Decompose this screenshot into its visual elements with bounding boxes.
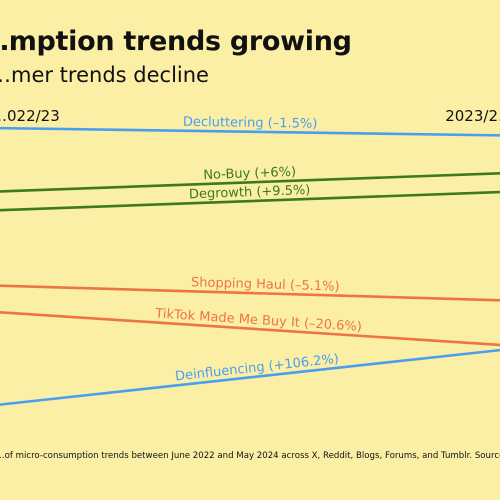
series-line-deinfluencing-106-2 (0, 348, 500, 406)
series-label-decluttering-1-5: Decluttering (–1.5%) (183, 115, 318, 132)
series-label-no-buy-6: No-Buy (+6%) (203, 165, 296, 183)
series-line-decluttering-1-5 (0, 126, 500, 137)
series-label-tiktok-made-me-buy-it-20-6: TikTok Made Me Buy It (–20.6%) (154, 306, 362, 335)
series-label-degrowth-9-5: Degrowth (+9.5%) (189, 183, 311, 202)
period-label-1: 2023/2… (445, 107, 500, 125)
series-label-shopping-haul-5-1: Shopping Haul (–5.1%) (191, 275, 340, 294)
series-line-no-buy-6 (0, 171, 500, 193)
series-line-tiktok-made-me-buy-it-20-6 (0, 310, 500, 347)
period-label-0: …022/23 (0, 107, 60, 125)
chart-subtitle: …mer trends decline (0, 63, 209, 87)
series-line-shopping-haul-5-1 (0, 284, 500, 302)
chart-footnote: …of micro-consumption trends between Jun… (0, 451, 500, 461)
chart-title: …mption trends growing (0, 26, 352, 57)
series-label-deinfluencing-106-2: Deinfluencing (+106.2%) (174, 352, 339, 385)
series-line-degrowth-9-5 (0, 190, 500, 212)
